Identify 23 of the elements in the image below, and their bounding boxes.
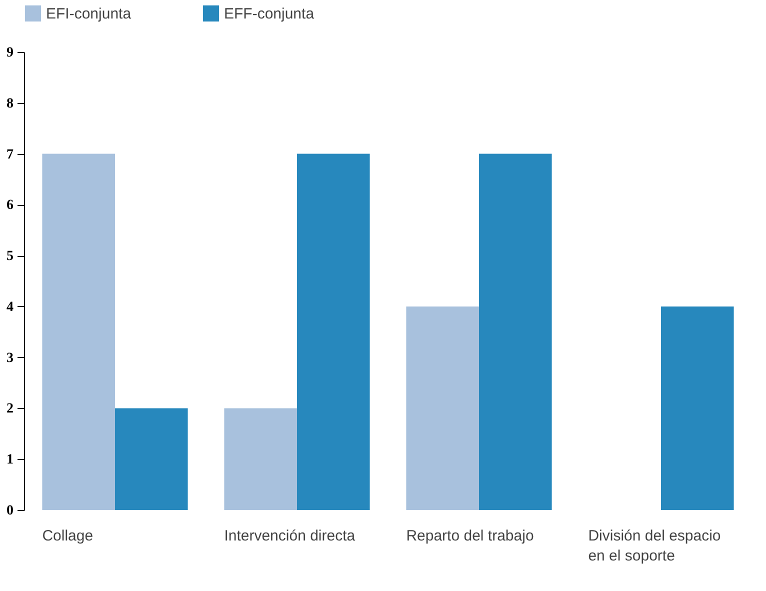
legend-label: EFF-conjunta	[224, 5, 315, 22]
y-tick-label: 3	[6, 350, 14, 366]
bar	[224, 408, 297, 510]
bar	[115, 408, 188, 510]
bar	[406, 306, 479, 510]
bar	[661, 306, 734, 510]
x-tick-label: División del espacio en el soporte	[588, 528, 721, 564]
y-tick-label: 8	[6, 96, 14, 112]
x-tick-label: Collage	[42, 528, 94, 544]
x-tick-label: Reparto del trabajo	[406, 528, 534, 544]
x-tick-label: Intervención directa	[224, 528, 356, 544]
y-tick-label: 6	[6, 198, 14, 214]
y-tick-label: 5	[6, 249, 14, 264]
legend-label: EFI-conjunta	[46, 5, 132, 22]
y-tick-label: 9	[6, 46, 14, 60]
y-tick-label: 2	[6, 402, 14, 417]
bar	[297, 154, 370, 510]
y-tick-label: 7	[6, 147, 14, 162]
bar	[42, 154, 115, 510]
bar	[479, 154, 552, 510]
y-tick-label: 0	[6, 504, 14, 518]
y-tick-label: 1	[6, 452, 14, 468]
y-tick-label: 4	[6, 300, 14, 315]
